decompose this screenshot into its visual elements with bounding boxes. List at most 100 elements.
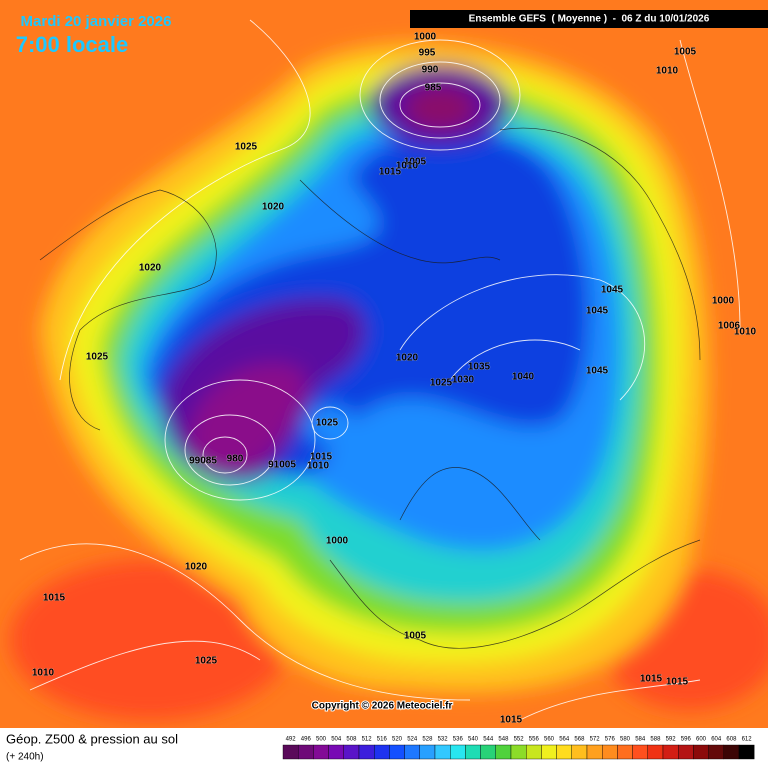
colorbar-swatch xyxy=(313,744,329,760)
colorbar-label: 604 xyxy=(711,737,722,743)
isobar-label: 990 xyxy=(422,65,439,76)
colorbar-swatch xyxy=(495,744,512,760)
colorbar-label: 504 xyxy=(331,737,342,743)
isobar-label: 1015 xyxy=(379,167,402,178)
colorbar-swatch xyxy=(678,744,694,760)
isobar-label: 1025 xyxy=(86,352,109,363)
colorbar-label: 524 xyxy=(407,737,418,743)
colorbar-swatch xyxy=(450,744,466,760)
footer-title: Géop. Z500 & pression au sol xyxy=(6,731,178,746)
colorbar-swatch xyxy=(571,744,588,760)
isobar-label: 99085 xyxy=(189,456,217,467)
colorbar-swatch xyxy=(632,744,648,760)
isobar-label: 1020 xyxy=(139,263,162,274)
isobar-label: 1045 xyxy=(586,306,609,317)
isobar-label: 1010 xyxy=(307,461,330,472)
colorbar-label: 536 xyxy=(453,737,464,743)
isobar-label: 1045 xyxy=(601,285,624,296)
colorbar-swatch xyxy=(465,744,481,760)
colorbar-label: 548 xyxy=(498,737,509,743)
colorbar-label: 608 xyxy=(726,737,737,743)
colorbar-label: 572 xyxy=(590,737,601,743)
colorbar-swatch xyxy=(510,744,527,760)
colorbar-swatch xyxy=(723,744,740,760)
isobar-label: 1005 xyxy=(404,631,427,642)
colorbar: 492 496 500 504 508 512 516 520 524 528 532 536 540 5… xyxy=(282,737,755,760)
isobar-label: 1020 xyxy=(185,562,208,573)
colorbar-swatch xyxy=(343,744,360,760)
isobar-label: 1025 xyxy=(430,378,453,389)
colorbar-label: 584 xyxy=(635,737,646,743)
isobar-label: 1015 xyxy=(500,715,523,726)
colorbar-label: 600 xyxy=(696,737,707,743)
colorbar-swatch xyxy=(298,744,314,760)
isobar-label: 1040 xyxy=(512,372,535,383)
isobar-label: 1045 xyxy=(586,366,609,377)
colorbar-label: 588 xyxy=(650,737,661,743)
isobar-label: 1020 xyxy=(262,202,285,213)
colorbar-swatch xyxy=(708,744,724,760)
isobar-label: 1025 xyxy=(195,656,218,667)
colorbar-label: 508 xyxy=(346,737,357,743)
isobar-label: 1015 xyxy=(640,674,663,685)
colorbar-swatch xyxy=(282,744,299,760)
colorbar-swatch xyxy=(404,744,421,760)
colorbar-label: 564 xyxy=(559,737,570,743)
isobar-label: 1005 xyxy=(404,157,427,168)
field xyxy=(0,0,768,728)
colorbar-label: 516 xyxy=(377,737,388,743)
colorbar-swatch xyxy=(662,744,679,760)
time-label: 7:00 locale xyxy=(16,32,129,57)
colorbar-label: 576 xyxy=(605,737,616,743)
isobar-labels: 1000 995 990 985 1005 1010 1025 1005 101… xyxy=(31,31,757,726)
isobar-label: 1015 xyxy=(310,452,333,463)
isobar-label: 1035 xyxy=(468,362,491,373)
isobar-label: 1000 xyxy=(414,32,437,43)
colorbar-label: 544 xyxy=(483,737,494,743)
colorbar-label: 592 xyxy=(666,737,677,743)
isobar-label: 91005 xyxy=(268,460,296,471)
colorbar-label: 500 xyxy=(316,737,327,743)
isobar-label: 1030 xyxy=(452,375,475,386)
colorbar-label: 496 xyxy=(301,737,312,743)
isobar-label: 1015 xyxy=(666,677,689,688)
colorbar-label: 532 xyxy=(438,737,449,743)
colorbar-label: 540 xyxy=(468,737,479,743)
isobar-label: 995 xyxy=(419,48,436,59)
isobar-label: 1010 xyxy=(734,327,757,338)
isobar-label: 1010 xyxy=(656,66,679,77)
colorbar-swatch xyxy=(480,744,497,760)
isobar-label: 1000 xyxy=(326,536,349,547)
coastlines xyxy=(39,127,701,649)
isobar-label: 1010 xyxy=(396,161,419,172)
colorbar-swatch xyxy=(419,744,436,760)
colorbar-swatch xyxy=(647,744,664,760)
colorbar-swatch xyxy=(541,744,557,760)
footer-lead: (+ 240h) xyxy=(6,752,44,763)
colorbar-swatch xyxy=(434,744,451,760)
colorbar-swatch xyxy=(693,744,709,760)
colorbar-swatch xyxy=(586,744,603,760)
run-label: Ensemble GEFS ( Moyenne ) - 06 Z du 10/0… xyxy=(469,14,710,25)
run-box xyxy=(410,10,768,28)
colorbar-label: 512 xyxy=(362,737,373,743)
colorbar-swatch xyxy=(617,744,633,760)
isobar-label: 1025 xyxy=(235,142,258,153)
colorbar-label: 568 xyxy=(574,737,585,743)
colorbar-label: 580 xyxy=(620,737,631,743)
colorbar-swatch xyxy=(738,744,755,760)
isobar-label: 1000 xyxy=(712,296,735,307)
colorbar-swatch xyxy=(556,744,572,760)
isobar-lines xyxy=(19,19,741,721)
colorbar-label: 528 xyxy=(422,737,433,743)
copyright: Copyright © 2026 Meteociel.fr xyxy=(312,701,453,712)
colorbar-label: 552 xyxy=(514,737,525,743)
isobar-label: 1015 xyxy=(43,593,66,604)
colorbar-label: 492 xyxy=(286,737,297,743)
colorbar-label: 560 xyxy=(544,737,555,743)
isobar-label: 1025 xyxy=(316,418,339,429)
isobar-label: 1020 xyxy=(396,353,419,364)
date-label: Mardi 20 janvier 2026 xyxy=(21,13,172,30)
